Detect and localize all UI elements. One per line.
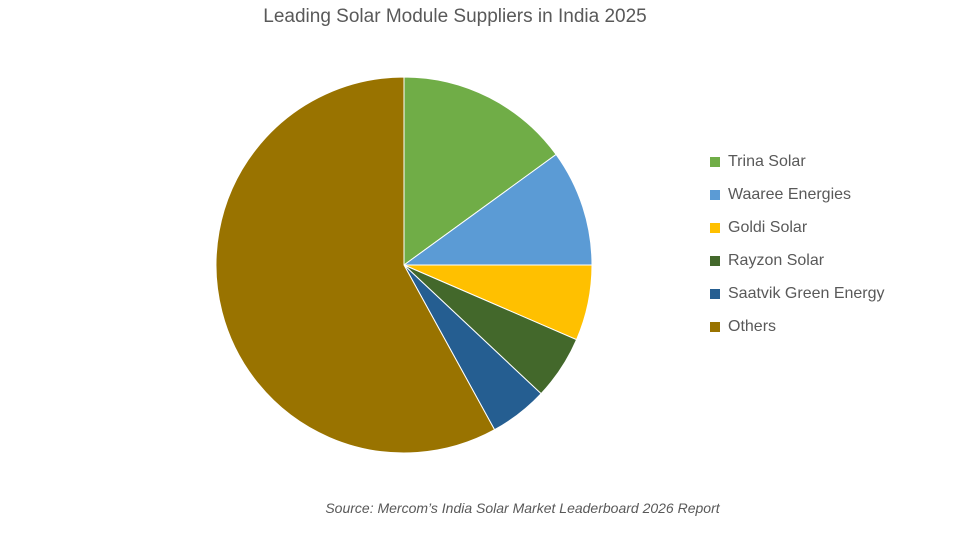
source-note: Source: Mercom’s India Solar Market Lead…: [325, 500, 720, 516]
legend-label: Others: [728, 317, 777, 335]
legend-item-trina-solar: Trina Solar: [710, 145, 885, 178]
pie-slice-others: [215, 76, 496, 454]
chart-legend: Trina Solar Waaree Energies Goldi Solar Ray…: [710, 145, 885, 343]
legend-label: Trina Solar: [728, 152, 806, 170]
legend-swatch: [710, 321, 720, 332]
legend-label: Waaree Energies: [728, 185, 852, 203]
legend-swatch: [710, 156, 720, 167]
legend-item-saatvik-green-energy: Saatvik Green Energy: [710, 277, 885, 310]
chart-title: Leading Solar Module Suppliers in India …: [263, 6, 647, 27]
pie-slices: [215, 76, 593, 454]
legend-swatch: [710, 255, 720, 266]
legend-item-waaree-energies: Waaree Energies: [710, 178, 885, 211]
legend-swatch: [710, 288, 720, 299]
legend-swatch: [710, 189, 720, 200]
legend-item-others: Others: [710, 310, 885, 343]
legend-item-goldi-solar: Goldi Solar: [710, 211, 885, 244]
pie-slice-waaree-energies: [402, 153, 593, 266]
legend-item-rayzon-solar: Rayzon Solar: [710, 244, 885, 277]
pie-slice-trina-solar: [403, 76, 557, 266]
legend-label: Rayzon Solar: [728, 251, 825, 269]
legend-label: Saatvik Green Energy: [728, 284, 885, 302]
legend-swatch: [710, 222, 720, 233]
legend-label: Goldi Solar: [728, 218, 808, 236]
